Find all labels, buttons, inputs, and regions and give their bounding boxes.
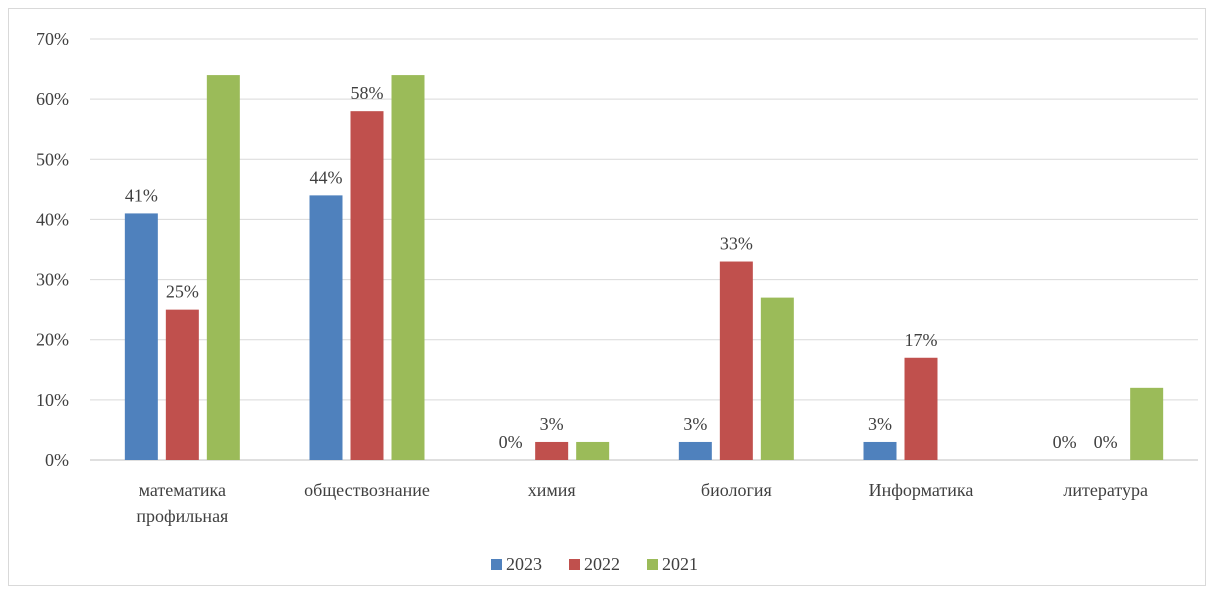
y-tick-label: 50% <box>36 149 69 169</box>
data-label: 3% <box>683 414 707 434</box>
data-label: 58% <box>351 83 384 103</box>
data-label: 0% <box>1053 432 1077 452</box>
bar-2022-0 <box>165 309 199 460</box>
x-category-label: литература <box>1063 480 1148 500</box>
x-category-label: биология <box>701 480 772 500</box>
bar-2023-0 <box>124 213 158 460</box>
bar-2021-1 <box>391 75 425 460</box>
bar-2023-3 <box>678 441 712 460</box>
x-category-label: математика <box>139 480 226 500</box>
data-label: 41% <box>125 185 158 205</box>
y-tick-label: 20% <box>36 330 69 350</box>
y-tick-label: 10% <box>36 390 69 410</box>
bar-2021-3 <box>760 297 794 460</box>
bar-2021-5 <box>1130 387 1164 460</box>
data-label: 3% <box>868 414 892 434</box>
data-label: 17% <box>905 330 938 350</box>
x-category-label: Информатика <box>869 480 974 500</box>
x-category-label: обществознание <box>304 480 430 500</box>
legend-label: 2022 <box>584 554 620 574</box>
legend-label: 2021 <box>662 554 698 574</box>
y-tick-label: 0% <box>45 450 69 470</box>
y-tick-label: 30% <box>36 270 69 290</box>
data-label: 25% <box>166 282 199 302</box>
data-label: 44% <box>310 167 343 187</box>
y-tick-label: 70% <box>36 29 69 49</box>
bar-2022-2 <box>535 441 569 460</box>
legend-label: 2023 <box>506 554 542 574</box>
bar-2021-2 <box>576 441 610 460</box>
bar-2022-1 <box>350 111 384 461</box>
bar-2022-3 <box>719 261 753 460</box>
y-tick-label: 40% <box>36 209 69 229</box>
bar-2023-4 <box>863 441 897 460</box>
data-label: 0% <box>1094 432 1118 452</box>
bar-2022-4 <box>904 357 938 460</box>
bar-2023-1 <box>309 195 343 460</box>
legend-swatch <box>647 559 658 570</box>
data-label: 3% <box>540 414 564 434</box>
bar-2021-0 <box>206 75 240 460</box>
legend-swatch <box>569 559 580 570</box>
x-category-label: профильная <box>136 506 228 526</box>
data-label: 0% <box>499 432 523 452</box>
x-category-label: химия <box>528 480 576 500</box>
data-label: 33% <box>720 234 753 254</box>
legend-swatch <box>491 559 502 570</box>
y-tick-label: 60% <box>36 89 69 109</box>
